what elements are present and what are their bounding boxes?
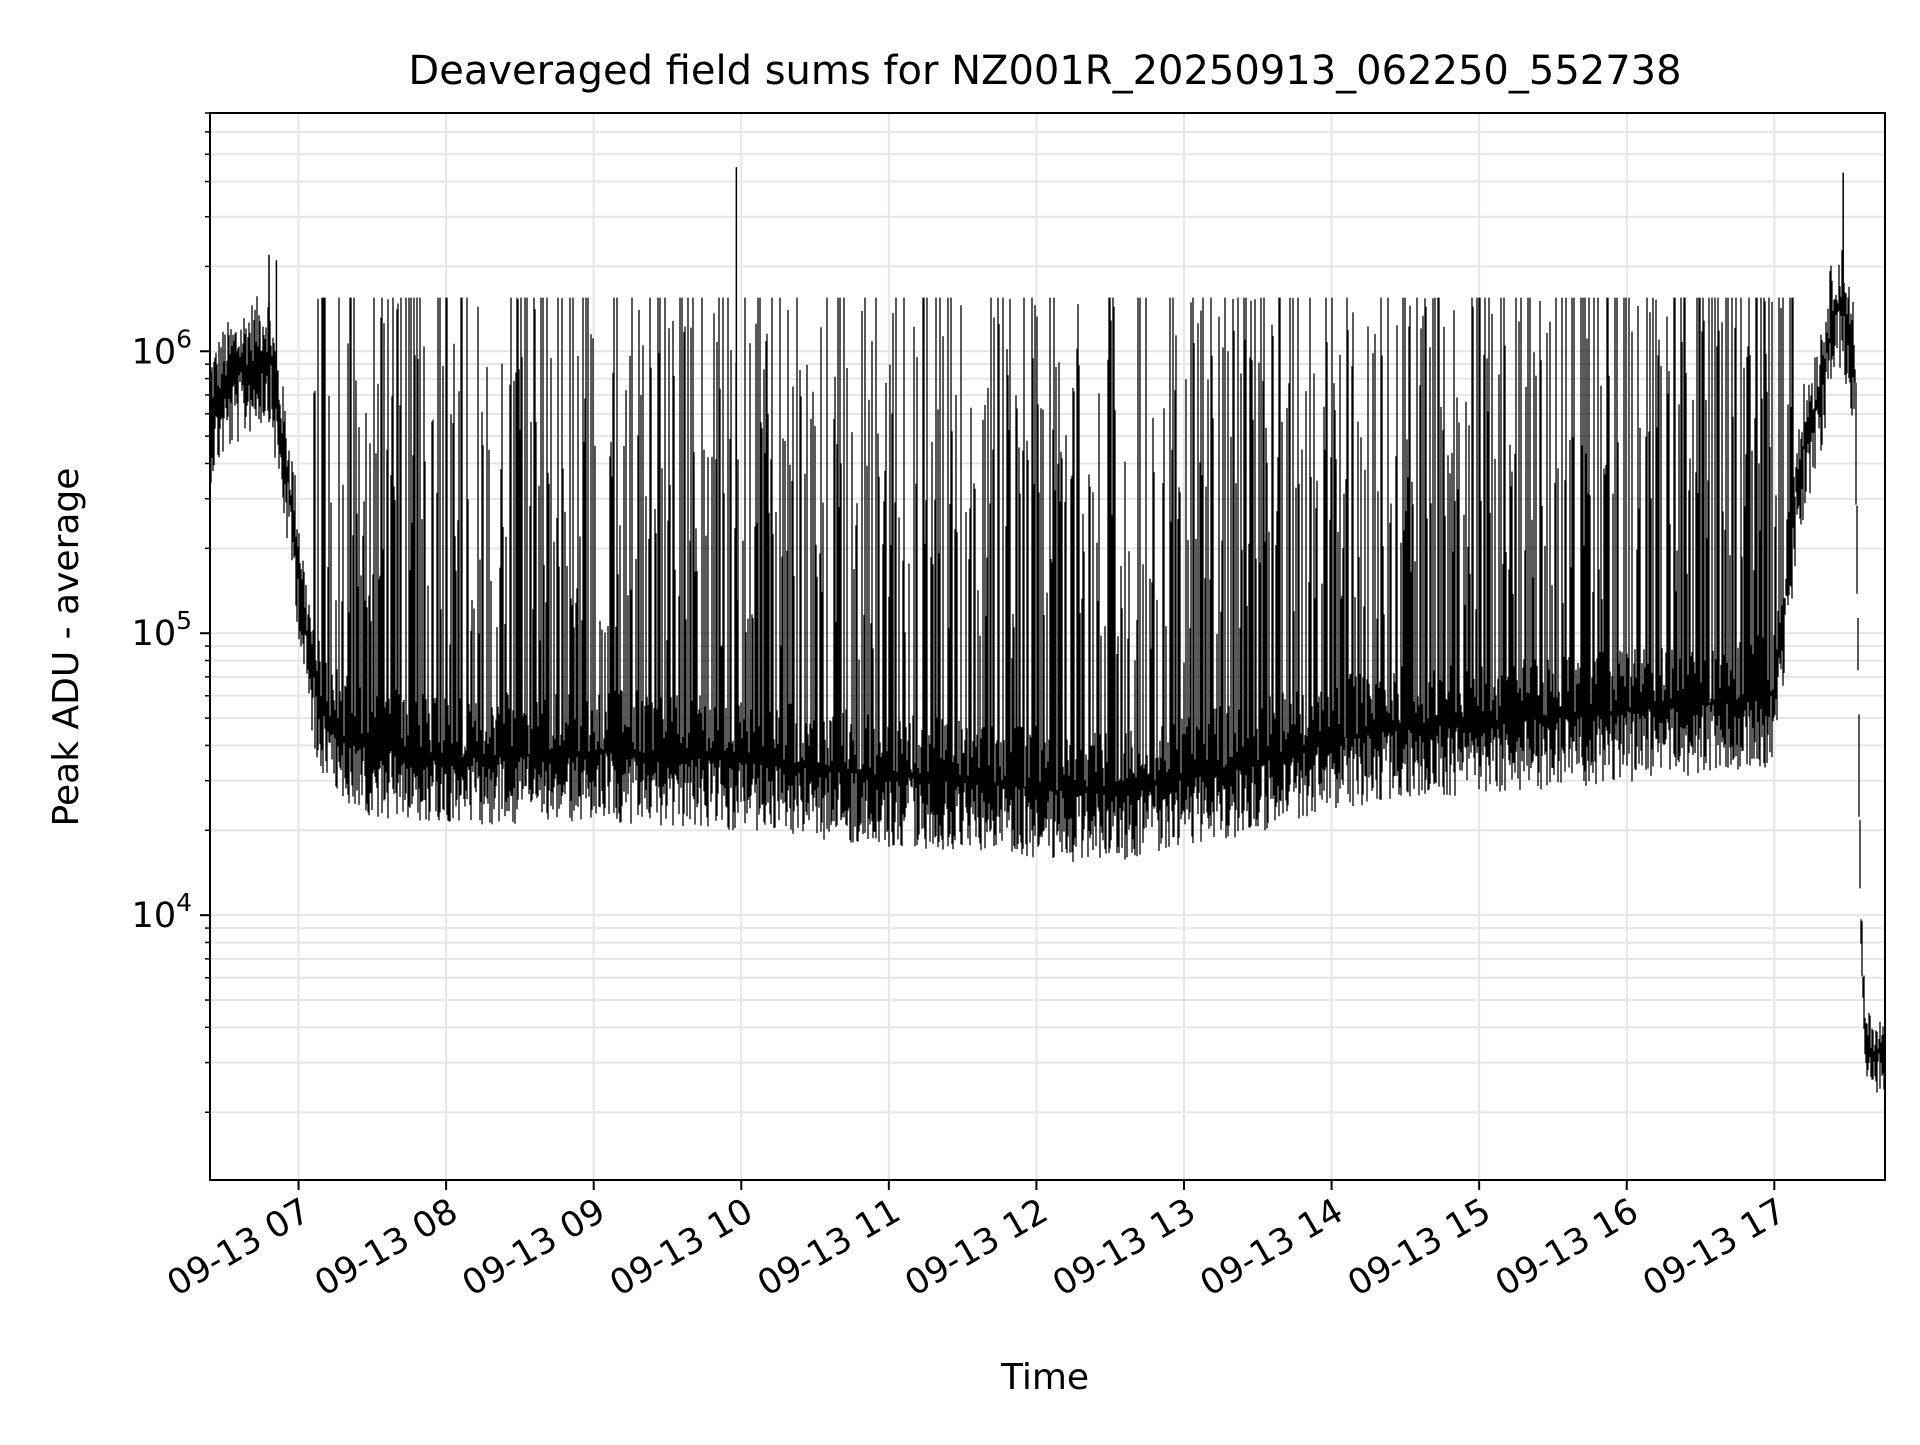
y-tick-label: 105: [132, 606, 192, 654]
y-tick-label: 104: [132, 888, 192, 936]
y-tick-label: 106: [132, 324, 192, 372]
x-axis-label: Time: [1000, 1357, 1089, 1398]
y-axis-label: Peak ADU - average: [46, 468, 87, 827]
chart-title: Deaveraged field sums for NZ001R_2025091…: [408, 48, 1681, 94]
